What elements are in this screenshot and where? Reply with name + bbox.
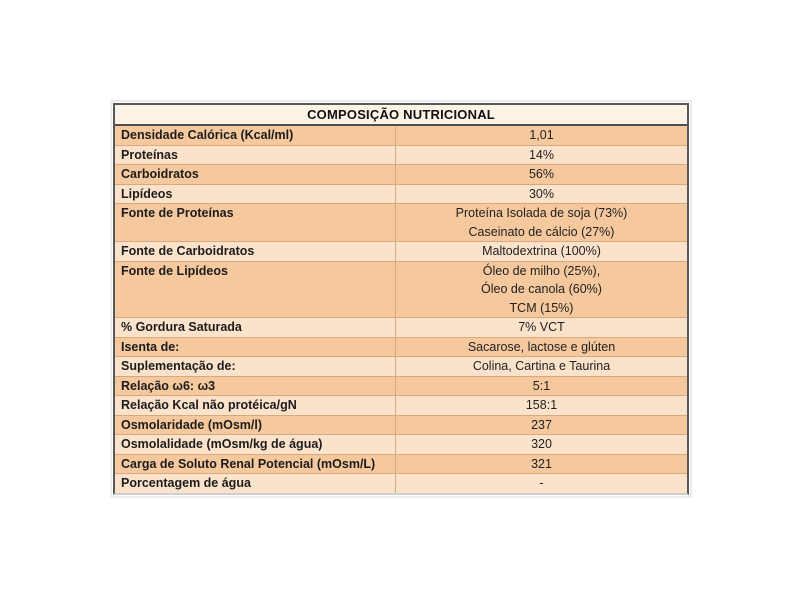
row-value-line: 56% — [528, 167, 555, 181]
row-value-line: - — [539, 476, 544, 490]
row-value: Maltodextrina (100%) — [396, 242, 687, 261]
table-row: % Gordura Saturada 7% VCT — [115, 318, 687, 338]
row-label: Relação Kcal não protéica/gN — [115, 396, 396, 415]
row-value: 5:1 — [396, 377, 687, 396]
row-value: 320 — [396, 435, 687, 454]
row-value-line: Caseinato de cálcio (27%) — [468, 224, 615, 239]
table-title: COMPOSIÇÃO NUTRICIONAL — [115, 105, 687, 126]
row-value-line: TCM (15%) — [509, 300, 574, 315]
row-value-line: 321 — [531, 456, 552, 471]
row-label: Isenta de: — [115, 337, 396, 356]
row-value-line: 5:1 — [532, 378, 551, 393]
row-value: 321 — [396, 455, 687, 474]
row-value-line: 320 — [531, 437, 552, 451]
table-row: Suplementação de: Colina, Cartina e Tauri… — [115, 357, 687, 377]
row-value: - — [396, 474, 687, 493]
row-label: % Gordura Saturada — [115, 318, 396, 337]
row-value: Proteína Isolada de soja (73%) Caseinato … — [396, 204, 687, 241]
row-label: Suplementação de: — [115, 357, 396, 376]
row-value: Sacarose, lactose e glúten — [396, 338, 687, 357]
table-row: Relação Kcal não protéica/gN 158:1 — [115, 396, 687, 416]
row-label: Densidade Calórica (Kcal/ml) — [115, 126, 396, 145]
row-value-line: 1,01 — [529, 128, 554, 142]
row-label: Lipídeos — [115, 184, 396, 203]
table-row: Osmolalidade (mOsm/kg de água) 320 — [115, 435, 687, 455]
table-row: Fonte de Proteínas Proteína Isolada de so… — [115, 204, 687, 242]
table-row: Isenta de: Sacarose, lactose e glúten — [115, 337, 687, 357]
table-rows: Densidade Calórica (Kcal/ml) 1,01 Proteína… — [115, 126, 687, 493]
row-label: Carga de Soluto Renal Potencial (mOsm/L) — [115, 454, 396, 473]
row-value-line: Sacarose, lactose e glúten — [467, 339, 616, 354]
row-label: Carboidratos — [115, 165, 396, 184]
row-value-line: Proteína Isolada de soja (73%) — [455, 206, 628, 220]
row-value-line: Colina, Cartina e Taurina — [472, 359, 611, 373]
row-value-line: 7% VCT — [518, 320, 565, 334]
nutrition-table: COMPOSIÇÃO NUTRICIONAL Densidade Calóric… — [110, 100, 692, 498]
table-row: Lipídeos 30% — [115, 184, 687, 204]
row-value-line: 158:1 — [525, 398, 558, 412]
row-value: 30% — [396, 185, 687, 204]
row-value: Colina, Cartina e Taurina — [396, 357, 687, 376]
row-label: Porcentagem de água — [115, 474, 396, 493]
row-value: Óleo de milho (25%), Óleo de canola (60%)… — [396, 262, 687, 318]
table-row: Fonte de Carboidratos Maltodextrina (100%… — [115, 242, 687, 262]
row-value: 14% — [396, 146, 687, 165]
row-label: Fonte de Proteínas — [115, 204, 396, 241]
row-value: 237 — [396, 416, 687, 435]
row-value: 158:1 — [396, 396, 687, 415]
row-value-line: 30% — [528, 186, 555, 201]
table-row: Porcentagem de água - — [115, 474, 687, 493]
table-row: Proteínas 14% — [115, 145, 687, 165]
table-row: Carboidratos 56% — [115, 165, 687, 185]
row-label: Osmolaridade (mOsm/l) — [115, 415, 396, 434]
row-value: 7% VCT — [396, 318, 687, 337]
row-label: Fonte de Lipídeos — [115, 261, 396, 317]
table-row: Densidade Calórica (Kcal/ml) 1,01 — [115, 126, 687, 146]
row-value-line: Maltodextrina (100%) — [482, 244, 601, 258]
row-label: Proteínas — [115, 145, 396, 164]
table-row: Fonte de Lipídeos Óleo de milho (25%), Óle… — [115, 261, 687, 318]
row-value-line: Óleo de milho (25%), — [482, 263, 601, 278]
row-value: 1,01 — [396, 126, 687, 145]
row-label: Relação ω6: ω3 — [115, 376, 396, 395]
table-row: Carga de Soluto Renal Potencial (mOsm/L)… — [115, 454, 687, 474]
row-value-line: Óleo de canola (60%) — [481, 282, 602, 296]
row-value: 56% — [396, 165, 687, 184]
row-value-line: 14% — [528, 147, 555, 162]
table-row: Osmolaridade (mOsm/l) 237 — [115, 415, 687, 435]
table-row: Relação ω6: ω3 5:1 — [115, 376, 687, 396]
row-label: Osmolalidade (mOsm/kg de água) — [115, 435, 396, 454]
row-label: Fonte de Carboidratos — [115, 242, 396, 261]
row-value-line: 237 — [531, 417, 552, 432]
